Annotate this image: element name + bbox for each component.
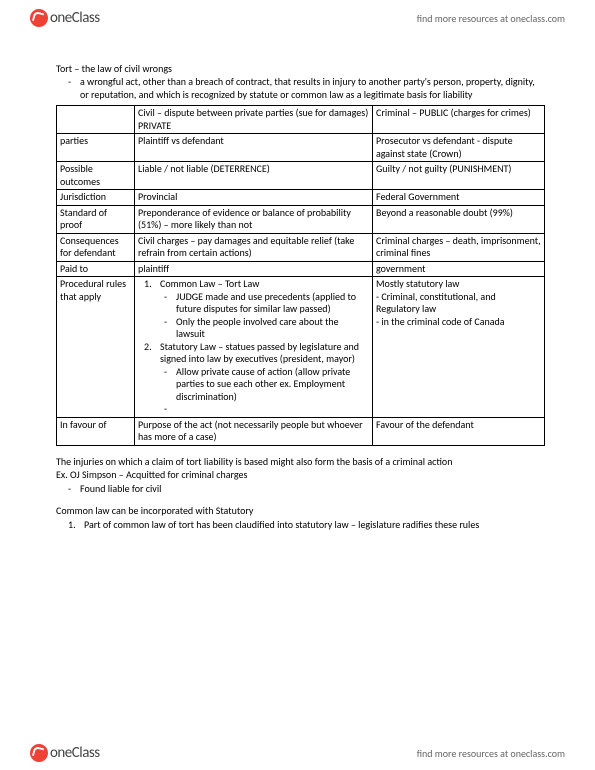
cell: Provincial [135,190,373,206]
cell: In favour of [57,417,135,445]
table-row: Standard of proof Preponderance of evide… [57,205,545,233]
brand-part-class: Class [72,9,100,27]
table-row: Jurisdiction Provincial Federal Governme… [57,190,545,206]
cell: Criminal charges – death, imprisonment, … [373,233,545,261]
table-row: Civil – dispute between private parties … [57,106,545,134]
cell: Procedural rules that apply [57,277,135,418]
oneclass-icon [30,744,48,762]
paragraph-numbered: 1. Part of common law of tort has been cl… [56,519,545,532]
page-footer: oneClass find more resources at oneclass… [0,744,595,762]
table-row: Procedural rules that apply 1. Common Law… [57,277,545,418]
cell: 1. Common Law – Tort Law JUDGE made and u… [135,277,373,418]
cell: Preponderance of evidence or balance of … [135,205,373,233]
cell-line: - in the criminal code of Canada [376,316,541,329]
cell: Purpose of the act (not necessarily peop… [135,417,373,445]
list-item: 1. Common Law – Tort Law [138,278,369,291]
brand-text: oneClass [50,744,100,762]
brand-text: oneClass [50,9,100,27]
find-more-link-footer[interactable]: find more resources at oneclass.com [417,747,565,760]
page-title: Tort – the law of civil wrongs [56,62,545,75]
find-more-link[interactable]: find more resources at oneclass.com [417,12,565,25]
cell: Civil – dispute between private parties … [135,106,373,134]
cell [57,106,135,134]
brand-part-one: one [50,9,72,27]
cell: Jurisdiction [57,190,135,206]
cell: Favour of the defendant [373,417,545,445]
cell: Paid to [57,261,135,277]
paragraph: The injuries on which a claim of tort li… [56,456,545,469]
list-subitem: JUDGE made and use precedents (applied t… [138,291,369,316]
list-text: Statutory Law – statues passed by legisl… [160,340,359,366]
table-row: Consequences for defendant Civil charges… [57,233,545,261]
cell: government [373,261,545,277]
cell: plaintiff [135,261,373,277]
cell: Prosecutor vs defendant - dispute agains… [373,134,545,162]
cell: Consequences for defendant [57,233,135,261]
table-row: In favour of Purpose of the act (not nec… [57,417,545,445]
cell: Beyond a reasonable doubt (99%) [373,205,545,233]
cell: Criminal – PUBLIC (charges for crimes) [373,106,545,134]
definition-text: a wrongful act, other than a breach of c… [80,76,545,101]
paragraph: Ex. OJ Simpson – Acquitted for criminal … [56,469,545,482]
document-content: Tort – the law of civil wrongs a wrongfu… [0,32,595,540]
cell: parties [57,134,135,162]
table-row: Paid to plaintiff government [57,261,545,277]
brand-logo[interactable]: oneClass [30,9,100,27]
cell: Civil charges – pay damages and equitabl… [135,233,373,261]
oneclass-icon [30,9,48,27]
list-number: 1. [144,278,152,291]
cell: Liable / not liable (DETERRENCE) [135,162,373,190]
list-text: Part of common law of tort has been clau… [84,518,479,531]
paragraph-sub: Found liable for civil [56,483,545,496]
brand-part-one: one [50,744,72,762]
cell: Possible outcomes [57,162,135,190]
cell-line: Mostly statutory law [376,278,541,291]
cell-line: - Criminal, constitutional, and Regulato… [376,291,541,316]
list-number: 2. [144,341,152,354]
cell: Plaintiff vs defendant [135,134,373,162]
brand-part-class: Class [72,744,100,762]
paragraph: Common law can be incorporated with Stat… [56,505,545,518]
cell: Federal Government [373,190,545,206]
list-subitem: Allow private cause of action (allow pri… [138,366,369,404]
brand-logo-footer[interactable]: oneClass [30,744,100,762]
list-item: 2. Statutory Law – statues passed by legi… [138,341,369,366]
table-row: parties Plaintiff vs defendant Prosecuto… [57,134,545,162]
cell: Standard of proof [57,205,135,233]
cell: Mostly statutory law - Criminal, constit… [373,277,545,418]
list-subitem [138,403,369,416]
comparison-table: Civil – dispute between private parties … [56,105,545,446]
list-text: Common Law – Tort Law [160,277,259,290]
table-row: Possible outcomes Liable / not liable (D… [57,162,545,190]
list-subitem: Only the people involved care about the … [138,316,369,341]
cell: Guilty / not guilty (PUNISHMENT) [373,162,545,190]
list-number: 1. [68,519,76,532]
page-header: oneClass find more resources at oneclass… [0,0,595,32]
